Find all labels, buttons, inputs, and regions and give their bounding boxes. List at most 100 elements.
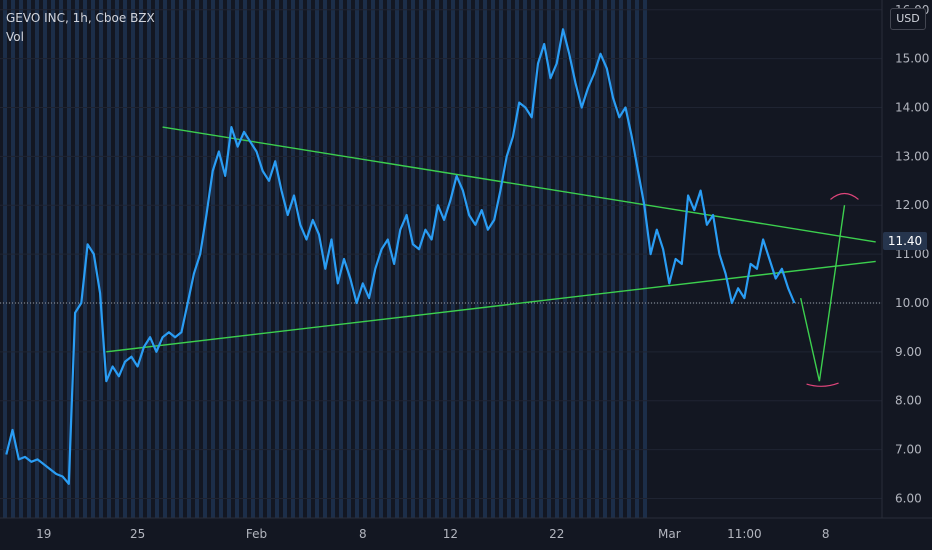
session-band	[211, 0, 215, 518]
session-band	[195, 0, 199, 518]
session-band	[51, 0, 55, 518]
session-band	[467, 0, 471, 518]
session-band	[179, 0, 183, 518]
session-band	[403, 0, 407, 518]
session-band	[483, 0, 487, 518]
session-band	[371, 0, 375, 518]
session-band	[171, 0, 175, 518]
session-band	[75, 0, 79, 518]
time-tick-label: Feb	[246, 527, 267, 541]
session-band	[307, 0, 311, 518]
last-price-label: 11.40	[888, 234, 922, 248]
price-tick-label: 8.00	[895, 394, 922, 408]
trendline-projection	[800, 205, 846, 382]
session-band	[283, 0, 287, 518]
session-band	[587, 0, 591, 518]
time-tick-label: 25	[130, 527, 145, 541]
price-tick-label: 12.00	[895, 198, 929, 212]
session-band	[139, 0, 143, 518]
session-band	[627, 0, 631, 518]
grid-lines	[0, 9, 882, 499]
price-tick-label: 10.00	[895, 296, 929, 310]
price-tick-label: 15.00	[895, 52, 929, 66]
session-band	[595, 0, 599, 518]
low-marker	[806, 382, 839, 387]
session-band	[603, 0, 607, 518]
session-band	[11, 0, 15, 518]
price-tick-label: 14.00	[895, 101, 929, 115]
session-band	[411, 0, 415, 518]
time-tick-label: 12	[443, 527, 458, 541]
session-band	[235, 0, 239, 518]
session-band	[331, 0, 335, 518]
session-band	[491, 0, 495, 518]
session-band	[19, 0, 23, 518]
price-axis[interactable]: 6.00 7.00 8.00 9.00 10.00 11.00 12.00 13.00 14.0…	[895, 3, 929, 506]
price-tick-label: 11.00	[895, 247, 929, 261]
trendline-resistance	[162, 126, 876, 243]
session-band	[427, 0, 431, 518]
session-band	[107, 0, 111, 518]
session-band	[267, 0, 271, 518]
session-band	[43, 0, 47, 518]
session-band	[387, 0, 391, 518]
time-tick-label: 11:00	[727, 527, 762, 541]
price-tick-label: 9.00	[895, 345, 922, 359]
session-band	[275, 0, 279, 518]
chart-legend: GEVO INC, 1h, Cboe BZX Vol	[6, 9, 155, 47]
session-band	[515, 0, 519, 518]
high-marker	[830, 192, 859, 200]
session-band	[555, 0, 559, 518]
session-band	[539, 0, 543, 518]
time-tick-label: 8	[359, 527, 367, 541]
session-band	[291, 0, 295, 518]
session-band	[243, 0, 247, 518]
session-band	[59, 0, 63, 518]
session-band	[395, 0, 399, 518]
session-band	[251, 0, 255, 518]
session-band	[99, 0, 103, 518]
session-band	[635, 0, 639, 518]
session-band	[115, 0, 119, 518]
session-band	[147, 0, 151, 518]
session-band	[347, 0, 351, 518]
time-tick-label: Mar	[658, 527, 681, 541]
session-band	[35, 0, 39, 518]
price-tick-label: 7.00	[895, 443, 922, 457]
session-band	[355, 0, 359, 518]
session-band	[67, 0, 71, 518]
session-band	[611, 0, 615, 518]
session-bands	[3, 0, 647, 518]
session-band	[203, 0, 207, 518]
session-band	[323, 0, 327, 518]
session-band	[571, 0, 575, 518]
session-band	[155, 0, 159, 518]
currency-button[interactable]: USD	[890, 8, 926, 30]
session-band	[187, 0, 191, 518]
session-band	[219, 0, 223, 518]
session-band	[523, 0, 527, 518]
time-tick-label: 22	[549, 527, 564, 541]
time-axis[interactable]: 19 25 Feb 8 12 22 Mar 11:00 8	[36, 527, 829, 541]
session-band	[547, 0, 551, 518]
session-band	[339, 0, 343, 518]
session-band	[643, 0, 647, 518]
time-tick-label: 8	[822, 527, 830, 541]
price-series-line	[5, 28, 796, 485]
time-axis-background	[0, 518, 932, 550]
time-tick-label: 19	[36, 527, 51, 541]
session-band	[563, 0, 567, 518]
annotation-markers[interactable]	[806, 192, 859, 387]
session-band	[363, 0, 367, 518]
session-band	[379, 0, 383, 518]
symbol-title: GEVO INC, 1h, Cboe BZX	[6, 11, 155, 25]
session-band	[123, 0, 127, 518]
session-band	[619, 0, 623, 518]
session-band	[579, 0, 583, 518]
session-band	[163, 0, 167, 518]
session-band	[259, 0, 263, 518]
session-band	[443, 0, 447, 518]
price-axis-background	[882, 0, 932, 550]
session-band	[3, 0, 7, 518]
